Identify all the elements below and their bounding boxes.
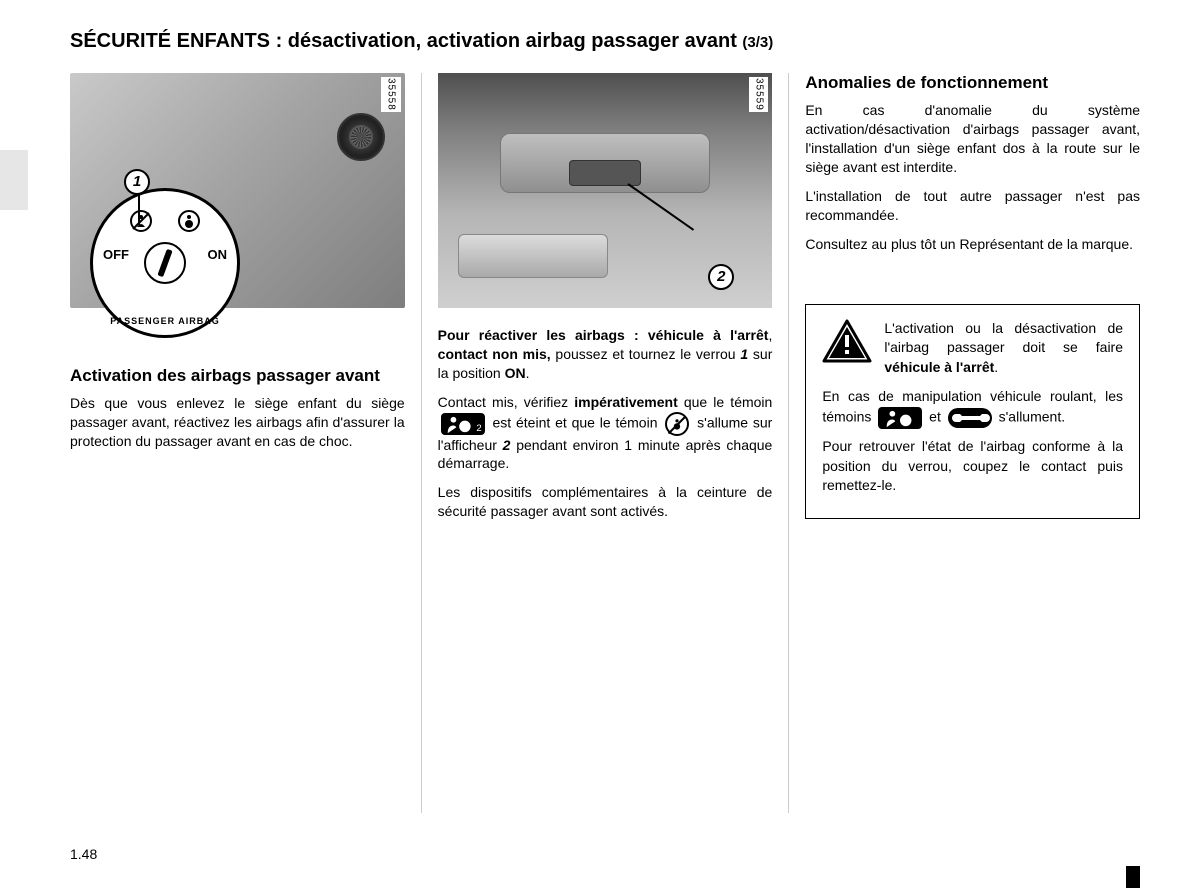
page-title-main: SÉCURITÉ ENFANTS : désactivation, activa… <box>70 30 742 52</box>
dial-slot-icon <box>144 242 186 284</box>
dial-on-label: ON <box>208 246 228 264</box>
col2-paragraph-2: Contact mis, vérifiez impérativement que… <box>438 393 773 474</box>
col3-heading: Anomalies de fonctionnement <box>805 73 1140 93</box>
figure-1-dashboard: 35558 1 OFF ON PASSENGER AIRBAG <box>70 73 405 308</box>
col2-paragraph-1: Pour réactiver les airbags : véhicule à … <box>438 326 773 383</box>
col3-paragraph-2: L'installation de tout autre passager n'… <box>805 187 1140 225</box>
col2-paragraph-3: Les dispositifs complémentaires à la cei… <box>438 483 773 521</box>
airbag-dial-graphic: OFF ON PASSENGER AIRBAG <box>90 188 240 338</box>
page-title: SÉCURITÉ ENFANTS : désactivation, activa… <box>70 30 1140 53</box>
col3-paragraph-3: Consultez au plus tôt un Représentant de… <box>805 235 1140 254</box>
col3-paragraph-1: En cas d'anomalie du système activation/… <box>805 101 1140 177</box>
overhead-console-graphic <box>500 133 710 193</box>
column-3: Anomalies de fonctionnement En cas d'ano… <box>793 73 1140 813</box>
column-1: 35558 1 OFF ON PASSENGER AIRBAG <box>70 73 417 813</box>
callout-1-line <box>138 195 140 225</box>
airbag-warning-icon <box>878 407 922 429</box>
warning-box: L'activation ou la désactivation de l'ai… <box>805 304 1140 519</box>
no-airbag-icon <box>665 412 689 436</box>
page-number: 1.48 <box>70 846 97 862</box>
callout-1: 1 <box>124 169 150 195</box>
airbag-warning-icon: 2 <box>441 413 485 435</box>
warning-paragraph-1: L'activation ou la désactivation de l'ai… <box>884 319 1123 378</box>
page-title-suffix: (3/3) <box>742 34 773 51</box>
side-margin-tab <box>0 150 28 210</box>
dial-arc-label: PASSENGER AIRBAG <box>93 315 237 327</box>
col1-heading: Activation des airbags passager avant <box>70 366 405 386</box>
figure-2-tag: 35559 <box>749 77 769 112</box>
warning-header: L'activation ou la désactivation de l'ai… <box>822 319 1123 378</box>
airbag-on-icon <box>177 209 201 233</box>
rearview-mirror-graphic <box>458 234 608 278</box>
column-separator-2 <box>788 73 789 813</box>
column-2: 35559 2 Pour réactiver les airbags : véh… <box>426 73 785 813</box>
figure-1-tag: 35558 <box>381 77 401 112</box>
air-vent-graphic <box>337 113 385 161</box>
footer-crop-mark <box>1126 866 1140 888</box>
figure-2-overhead-console: 35559 2 <box>438 73 773 308</box>
content-columns: 35558 1 OFF ON PASSENGER AIRBAG <box>70 73 1140 813</box>
airbag-off-icon <box>129 209 153 233</box>
column-separator-1 <box>421 73 422 813</box>
svg-text:2: 2 <box>476 423 481 434</box>
warning-paragraph-2: En cas de manipulation véhicule roulant,… <box>822 387 1123 429</box>
dial-off-label: OFF <box>103 246 129 264</box>
warning-triangle-icon <box>822 319 872 363</box>
warning-paragraph-3: Pour retrouver l'état de l'airbag confor… <box>822 437 1123 496</box>
col1-paragraph-1: Dès que vous enlevez le siège enfant du … <box>70 394 405 451</box>
wrench-icon <box>948 408 992 428</box>
